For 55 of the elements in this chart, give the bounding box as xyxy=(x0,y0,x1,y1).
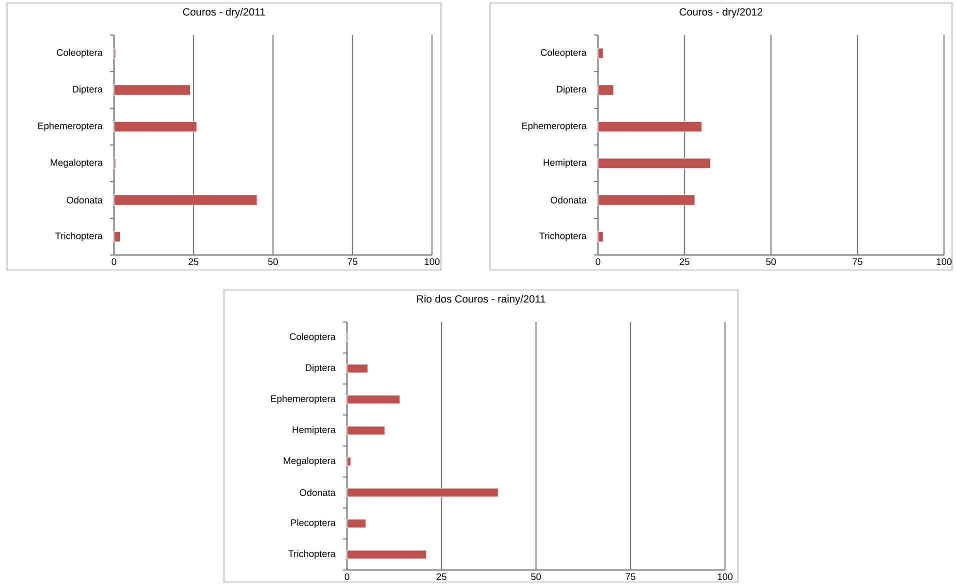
x-tick-label: 0 xyxy=(344,573,350,580)
x-tick-label: 75 xyxy=(348,258,358,265)
chart-title: Couros - dry/2012 xyxy=(680,8,762,18)
y-tick-label: Trichoptera xyxy=(539,232,587,242)
x-tick-label: 25 xyxy=(436,573,446,580)
bar xyxy=(346,364,368,374)
chart-title: Couros - dry/2011 xyxy=(183,8,265,18)
x-tick-label: 75 xyxy=(626,573,636,580)
chart-title: Rio dos Couros - rainy/2011 xyxy=(417,294,546,305)
bar xyxy=(346,488,499,498)
bar xyxy=(346,550,427,560)
bar xyxy=(114,194,258,206)
y-tick-label: Ephemeroptera xyxy=(522,122,587,132)
y-tick-label: Ephemeroptera xyxy=(271,395,336,404)
y-tick-label: Diptera xyxy=(556,86,587,94)
bar xyxy=(346,518,366,528)
y-tick-label: Coleoptera xyxy=(56,48,103,58)
y-tick-label: Trichoptera xyxy=(288,550,336,559)
bar xyxy=(598,194,696,206)
y-tick-label: Diptera xyxy=(72,86,103,94)
bar xyxy=(598,121,702,132)
bar xyxy=(346,426,386,436)
x-tick-label: 25 xyxy=(680,258,690,266)
y-tick-label: Trichoptera xyxy=(55,232,103,242)
bar xyxy=(598,158,711,169)
x-tick-label: 25 xyxy=(188,258,198,266)
x-tick-label: 0 xyxy=(112,258,116,266)
x-tick-label: 50 xyxy=(268,258,278,266)
bar xyxy=(598,84,614,96)
bar xyxy=(598,48,604,59)
y-tick-label: Plecoptera xyxy=(291,519,336,528)
y-tick-label: Hemiptera xyxy=(292,426,336,435)
y-tick-label: Hemiptera xyxy=(544,158,587,168)
y-tick-label: Coleoptera xyxy=(290,333,336,342)
y-tick-label: Megaloptera xyxy=(50,158,103,168)
bar xyxy=(114,121,197,132)
bar xyxy=(598,231,604,242)
bar xyxy=(114,231,121,242)
y-tick-label: Diptera xyxy=(306,364,336,373)
x-tick-label: 75 xyxy=(852,258,862,265)
y-tick-label: Odonata xyxy=(550,196,587,204)
y-tick-label: Ephemeroptera xyxy=(38,122,103,132)
x-tick-label: 0 xyxy=(596,258,600,266)
bar xyxy=(114,84,191,96)
x-tick-label: 50 xyxy=(531,573,541,580)
y-tick-label: Megaloptera xyxy=(284,457,336,466)
x-tick-label: 100 xyxy=(936,258,952,266)
bar xyxy=(346,394,400,404)
x-tick-label: 50 xyxy=(766,258,776,266)
bar xyxy=(346,456,352,466)
y-tick-label: Coleoptera xyxy=(540,48,587,58)
y-tick-label: Odonata xyxy=(300,489,336,496)
y-tick-label: Odonata xyxy=(66,196,103,204)
x-tick-label: 100 xyxy=(424,258,440,266)
x-tick-label: 100 xyxy=(718,573,733,580)
